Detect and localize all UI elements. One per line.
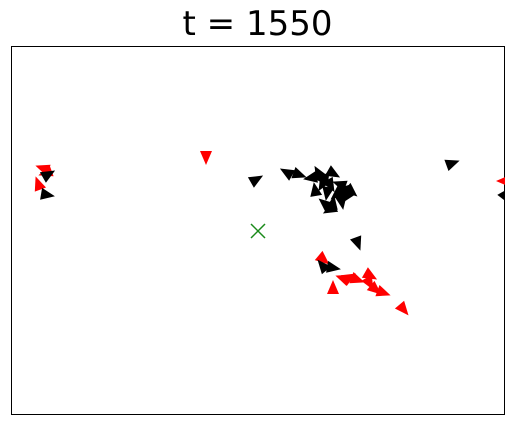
agent-arrow-19 (322, 186, 335, 201)
agent-arrow-3 (34, 176, 46, 192)
agent-arrow-42 (394, 300, 409, 316)
agent-arrow-26 (322, 201, 339, 214)
agent-arrow-38 (361, 267, 378, 280)
plot-title: t = 1550 (182, 4, 333, 44)
agent-arrow-29 (497, 190, 505, 201)
agent-arrow-7 (247, 175, 264, 188)
agent-arrow-36 (349, 272, 365, 284)
agent-arrow-32 (317, 259, 332, 275)
agent-arrow-41 (375, 285, 391, 297)
target-marker (250, 223, 266, 239)
agent-arrow-28 (496, 177, 505, 185)
target-x-stroke-2 (250, 223, 266, 239)
agent-arrow-4 (39, 170, 56, 183)
agents-layer (34, 151, 505, 316)
agent-arrow-27 (444, 159, 460, 171)
agent-arrow-6 (200, 151, 212, 165)
agent-arrow-25 (334, 195, 347, 210)
agent-arrow-9 (291, 167, 307, 179)
agent-arrow-22 (342, 182, 358, 197)
agent-arrow-11 (314, 165, 327, 182)
agent-arrow-5 (40, 187, 55, 200)
agent-arrow-18 (310, 182, 323, 197)
agent-arrow-13 (324, 165, 341, 178)
agent-arrow-30 (350, 235, 362, 251)
agent-arrow-23 (318, 198, 334, 213)
agent-arrow-33 (326, 260, 341, 273)
agent-arrow-8 (279, 168, 296, 181)
agent-arrow-37 (327, 280, 339, 294)
agent-arrow-10 (303, 170, 318, 183)
